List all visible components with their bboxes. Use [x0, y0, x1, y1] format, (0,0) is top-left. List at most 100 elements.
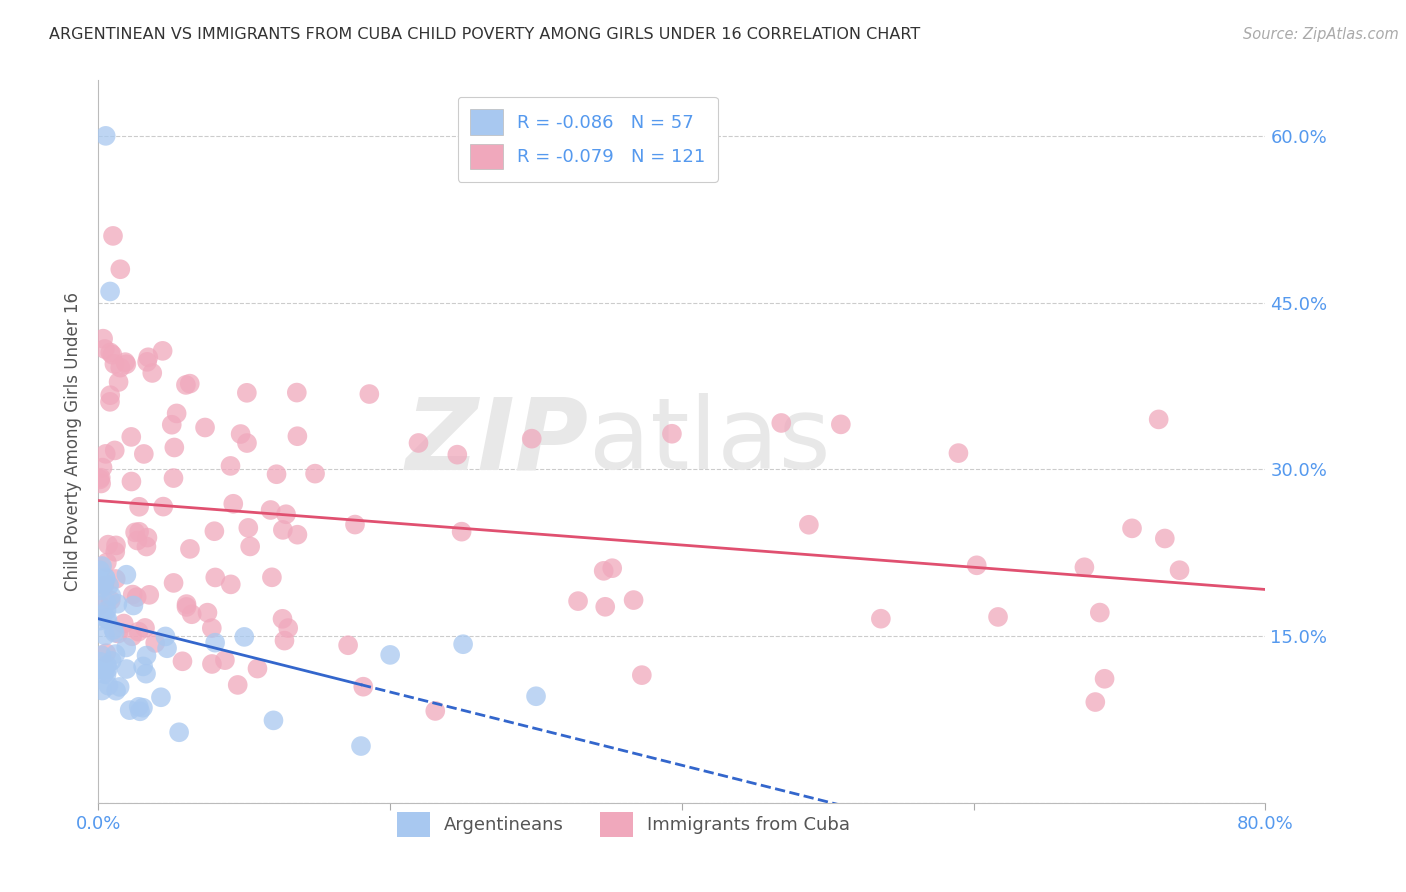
Point [89, 655, 111, 669]
Point [136, 355, 159, 369]
Point [125, 590, 148, 604]
Point [112, 616, 135, 631]
Point [94, 629, 117, 643]
Point [623, 593, 645, 607]
Point [97, 679, 120, 693]
Point [202, 524, 225, 539]
Point [948, 446, 970, 460]
Point [194, 420, 217, 434]
Point [105, 538, 128, 552]
Point [101, 228, 124, 243]
Point [120, 430, 142, 444]
Point [94, 128, 117, 143]
Point [115, 567, 138, 582]
Point [96, 596, 118, 610]
Point [343, 517, 366, 532]
Point [96, 658, 118, 673]
Point [266, 467, 288, 482]
Point [89, 614, 111, 628]
Point [287, 527, 309, 541]
Point [94, 342, 117, 356]
Point [121, 629, 143, 643]
Point [96, 603, 118, 617]
Point [104, 443, 127, 458]
Point [94, 447, 117, 461]
Point [110, 262, 132, 277]
Point [89, 563, 111, 577]
Point [180, 607, 202, 622]
Point [94, 570, 117, 584]
Point [100, 589, 122, 603]
Text: ARGENTINEAN VS IMMIGRANTS FROM CUBA CHILD POVERTY AMONG GIRLS UNDER 16 CORRELATI: ARGENTINEAN VS IMMIGRANTS FROM CUBA CHIL… [49, 27, 921, 42]
Point [600, 561, 623, 575]
Point [100, 654, 122, 668]
Point [93, 577, 115, 591]
Point [132, 659, 155, 673]
Point [91, 607, 114, 622]
Point [246, 661, 269, 675]
Point [89, 583, 111, 598]
Point [98, 345, 121, 359]
Point [127, 533, 149, 548]
Point [103, 623, 125, 637]
Point [128, 524, 150, 539]
Point [259, 503, 281, 517]
Point [238, 521, 260, 535]
Point [103, 357, 125, 371]
Point [89, 599, 111, 613]
Point [114, 355, 136, 369]
Point [172, 654, 194, 668]
Point [450, 524, 472, 539]
Point [797, 517, 820, 532]
Point [285, 385, 308, 400]
Point [201, 621, 224, 635]
Point [152, 343, 174, 358]
Point [176, 597, 198, 611]
Point [350, 739, 373, 753]
Point [1121, 521, 1143, 535]
Point [524, 690, 547, 704]
Point [236, 436, 259, 450]
Point [94, 611, 117, 625]
Point [90, 648, 112, 662]
Point [90, 471, 112, 485]
Point [408, 436, 430, 450]
Point [128, 699, 150, 714]
Point [163, 441, 186, 455]
Point [134, 621, 156, 635]
Point [135, 648, 157, 663]
Point [1088, 606, 1111, 620]
Point [89, 473, 111, 487]
Point [271, 523, 294, 537]
Point [104, 572, 127, 586]
Point [107, 597, 129, 611]
Point [287, 429, 309, 443]
Point [425, 704, 447, 718]
Point [98, 394, 121, 409]
Text: atlas: atlas [589, 393, 830, 490]
Point [166, 406, 188, 420]
Point [152, 500, 174, 514]
Point [162, 471, 184, 485]
Point [567, 594, 589, 608]
Point [105, 683, 128, 698]
Point [260, 570, 283, 584]
Point [337, 638, 360, 652]
Point [138, 588, 160, 602]
Point [89, 574, 111, 588]
Point [115, 640, 138, 655]
Point [100, 593, 122, 607]
Point [96, 556, 118, 570]
Point [219, 577, 242, 591]
Point [120, 475, 142, 489]
Point [97, 538, 120, 552]
Point [446, 448, 468, 462]
Point [128, 500, 150, 514]
Point [352, 680, 374, 694]
Point [987, 610, 1010, 624]
Point [155, 629, 177, 643]
Point [304, 467, 326, 481]
Point [162, 575, 184, 590]
Point [277, 621, 299, 635]
Point [179, 376, 201, 391]
